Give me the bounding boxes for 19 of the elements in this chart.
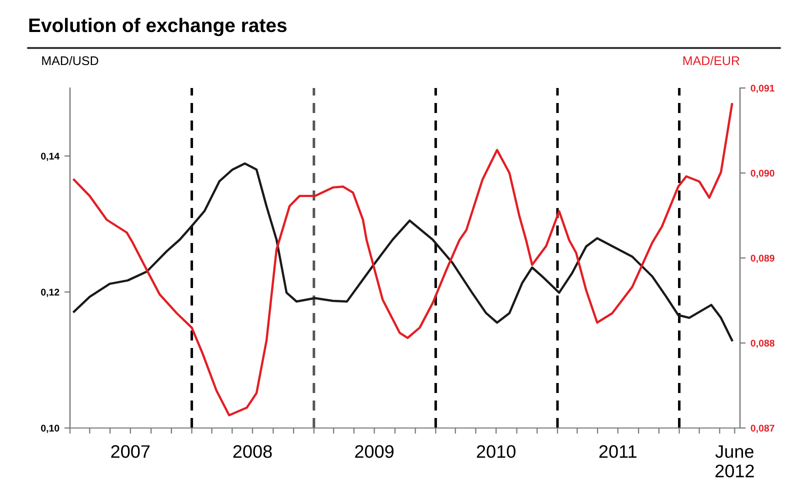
y2-axis-title: MAD/EUR (683, 56, 740, 66)
x-tick-label: June 2012 (715, 445, 754, 478)
y-tick-label: 0,12 (41, 288, 60, 298)
y-tick-label: 0,10 (41, 424, 60, 434)
y2-tick-label: 0,091 (750, 84, 774, 94)
y-tick-label: 0,14 (41, 152, 60, 162)
x-tick-label: 2011 (599, 445, 636, 458)
y2-tick-label: 0,088 (750, 340, 774, 348)
line-series (72, 162, 734, 342)
y2-tick-label: 0,089 (750, 254, 774, 264)
y2-tick-label: 0,087 (750, 424, 774, 434)
line-series (72, 103, 734, 416)
y-axis-title: MAD/USD (42, 56, 98, 66)
x-tick-label: 2008 (233, 445, 272, 458)
chart-title: Evolution of exchange rates (29, 18, 287, 36)
x-tick-label: 2009 (355, 445, 394, 458)
y2-tick-label: 0,090 (750, 170, 774, 178)
x-tick-label: 2007 (111, 445, 150, 458)
x-tick-label: 2010 (476, 445, 516, 458)
